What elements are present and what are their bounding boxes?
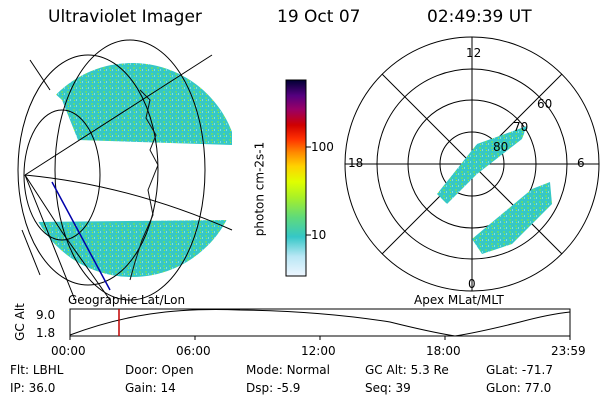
info-door: Door: Open: [125, 363, 194, 377]
time-tick-2359: 23:59: [551, 344, 586, 358]
altitude-axis-label: GC Alt: [13, 303, 27, 341]
mlt-label-18: 18: [348, 156, 364, 170]
altitude-min-label: 1.8: [36, 326, 56, 340]
colorbar-scale: [285, 79, 307, 277]
geo-panel-caption: Geographic Lat/Lon: [68, 293, 186, 307]
info-glat: GLat: -71.7: [486, 363, 553, 377]
time-tick-1800: 18:00: [426, 344, 461, 358]
lat-label-60: 60: [537, 97, 553, 111]
time-tick-1200: 12:00: [301, 344, 336, 358]
polar-panel-caption: Apex MLat/MLT: [414, 293, 504, 307]
mlt-label-0: 0: [468, 277, 476, 291]
geo-grid: [17, 39, 233, 301]
geo-aurora-image: [30, 63, 232, 277]
mlt-label-6: 6: [577, 156, 585, 170]
time-tick-0000: 00:00: [51, 344, 86, 358]
colorbar-unit-label: photon cm-2s-1: [252, 141, 267, 237]
colorbar: [285, 79, 311, 277]
altitude-time-ticks: [69, 336, 571, 340]
altitude-curve: [69, 309, 571, 337]
info-seq: Seq: 39: [365, 381, 411, 395]
info-glon: GLon: 77.0: [486, 381, 552, 395]
lat-label-80: 80: [493, 140, 509, 154]
altitude-plot: [69, 308, 571, 340]
colorbar-tick-10: 10: [311, 228, 327, 242]
polar-aurora-lower: [472, 182, 552, 254]
lat-label-70: 70: [513, 120, 529, 134]
mlt-label-12: 12: [466, 46, 482, 60]
info-dsp: Dsp: -5.9: [246, 381, 301, 395]
geo-aurora-top: [40, 63, 232, 145]
polar-panel: [344, 36, 600, 292]
date-label: 19 Oct 07: [277, 7, 361, 27]
altitude-max-label: 9.0: [36, 308, 56, 322]
geographic-panel: [17, 39, 233, 301]
altitude-plot-frame: [69, 308, 571, 337]
info-ip: IP: 36.0: [10, 381, 56, 395]
time-tick-0600: 06:00: [176, 344, 211, 358]
colorbar-ticks: [306, 146, 311, 236]
coastline: [129, 89, 159, 281]
polar-aurora-upper: [437, 126, 527, 204]
info-gc-alt: GC Alt: 5.3 Re: [365, 363, 449, 377]
colorbar-tick-100: 100: [311, 140, 334, 154]
info-mode: Mode: Normal: [246, 363, 330, 377]
time-label: 02:49:39 UT: [427, 7, 532, 27]
satellite-track: [51, 181, 111, 291]
info-gain: Gain: 14: [125, 381, 176, 395]
app-title: Ultraviolet Imager: [48, 7, 202, 27]
geo-aurora-bottom: [30, 220, 232, 277]
info-flt: Flt: LBHL: [10, 363, 64, 377]
